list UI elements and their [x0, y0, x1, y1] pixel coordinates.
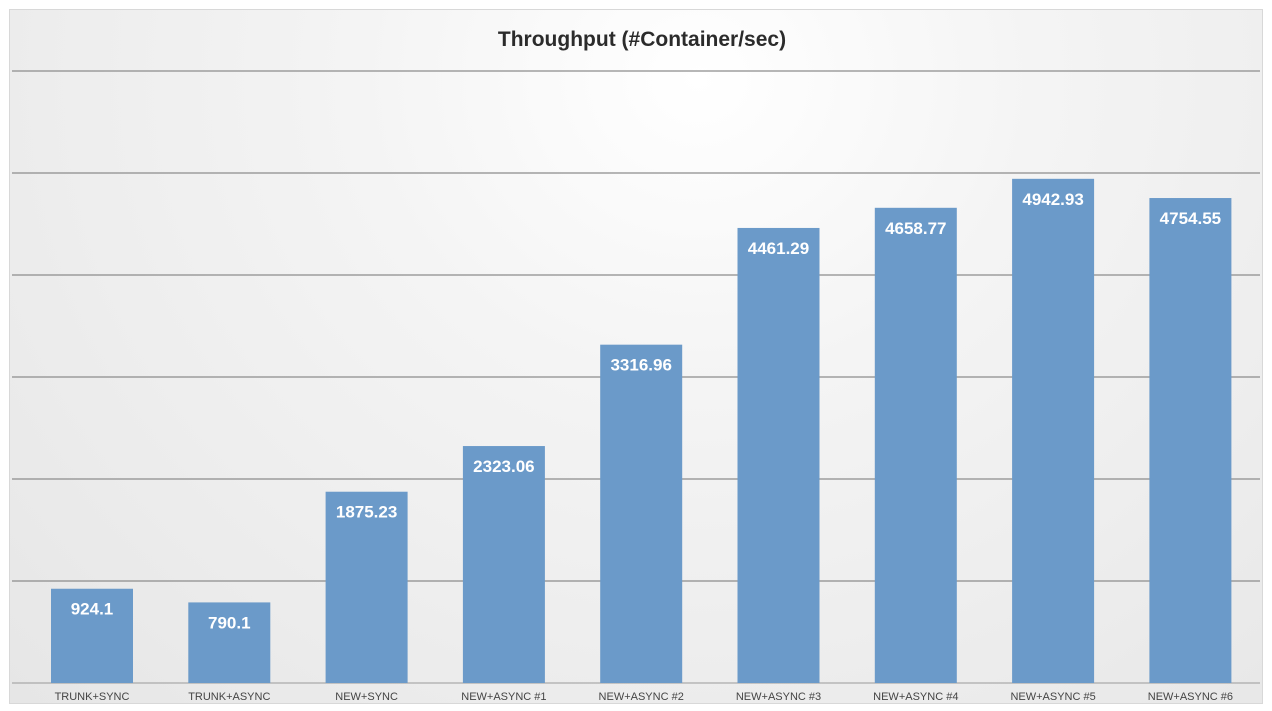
x-tick-label: NEW+ASYNC #3 — [736, 691, 821, 703]
bar — [874, 207, 957, 683]
bar — [1149, 198, 1232, 684]
bar — [51, 588, 133, 683]
bar-value-labels: 924.1 790.1 1875.23 2323.06 3316.96 4461.29 46… — [71, 190, 1221, 633]
x-tick-label: NEW+ASYNC #4 — [873, 691, 958, 703]
bar — [462, 446, 545, 683]
x-tick-label: NEW+ASYNC #1 — [461, 691, 546, 703]
chart-area: Throughput (#Container/sec) 924.1 790.1 18… — [9, 9, 1263, 704]
chart-title: Throughput (#Container/sec) — [498, 28, 786, 51]
bar-value-label: 4658.77 — [885, 219, 946, 238]
bar-value-label: 4461.29 — [748, 239, 809, 258]
x-tick-label: NEW+ASYNC #5 — [1010, 691, 1095, 703]
bar-value-label: 3316.96 — [610, 356, 671, 375]
bar-value-label: 924.1 — [71, 600, 114, 619]
bar — [1012, 178, 1095, 683]
bar — [188, 602, 271, 683]
bar-value-label: 2323.06 — [473, 457, 534, 476]
bar-value-label: 1875.23 — [336, 503, 397, 522]
bar — [325, 491, 408, 683]
bar-chart: Throughput (#Container/sec) 924.1 790.1 18… — [12, 28, 1260, 703]
bar — [737, 227, 820, 683]
x-tick-label: TRUNK+SYNC — [55, 691, 130, 703]
bar-value-label: 4754.55 — [1160, 209, 1221, 228]
x-axis-tick-labels: TRUNK+SYNC TRUNK+ASYNC NEW+SYNC NEW+ASYNC #… — [55, 691, 1233, 703]
bar-value-label: 4942.93 — [1022, 190, 1083, 209]
bars — [51, 178, 1232, 684]
x-tick-label: NEW+ASYNC #6 — [1148, 691, 1233, 703]
x-tick-label: NEW+ASYNC #2 — [599, 691, 684, 703]
x-tick-label: TRUNK+ASYNC — [188, 691, 270, 703]
x-tick-label: NEW+SYNC — [335, 691, 398, 703]
bar — [600, 344, 683, 683]
bar-value-label: 790.1 — [208, 613, 251, 632]
